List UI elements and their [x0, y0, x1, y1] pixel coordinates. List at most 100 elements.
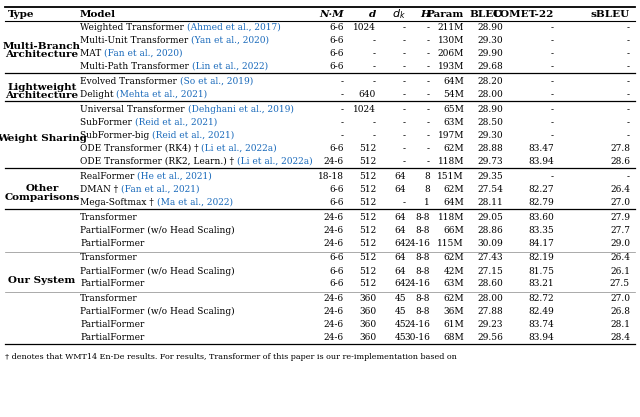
Text: 27.0: 27.0	[610, 294, 630, 303]
Text: Type: Type	[8, 10, 35, 18]
Text: -: -	[427, 23, 430, 32]
Text: 29.0: 29.0	[610, 239, 630, 248]
Text: N·M: N·M	[319, 10, 344, 18]
Text: 42M: 42M	[444, 266, 464, 276]
Text: 64: 64	[394, 213, 406, 222]
Text: 45: 45	[394, 333, 406, 342]
Text: 64M: 64M	[444, 198, 464, 207]
Text: 360: 360	[359, 307, 376, 316]
Text: 64: 64	[394, 185, 406, 194]
Text: 197M: 197M	[438, 131, 464, 140]
Text: 24-6: 24-6	[324, 307, 344, 316]
Text: 24-6: 24-6	[324, 239, 344, 248]
Text: d: d	[369, 10, 376, 18]
Text: -: -	[551, 105, 554, 114]
Text: 360: 360	[359, 333, 376, 342]
Text: -: -	[427, 90, 430, 99]
Text: 24-6: 24-6	[324, 157, 344, 166]
Text: 24-6: 24-6	[324, 320, 344, 329]
Text: Architecture: Architecture	[5, 91, 79, 100]
Text: Mega-Softmax †: Mega-Softmax †	[80, 198, 157, 207]
Text: 64: 64	[394, 239, 406, 248]
Text: -: -	[427, 105, 430, 114]
Text: -: -	[427, 77, 430, 86]
Text: 6-6: 6-6	[330, 49, 344, 58]
Text: Transformer: Transformer	[80, 213, 138, 222]
Text: 83.94: 83.94	[528, 333, 554, 342]
Text: 24-16: 24-16	[404, 320, 430, 329]
Text: 28.86: 28.86	[477, 226, 503, 235]
Text: Universal Transformer: Universal Transformer	[80, 105, 188, 114]
Text: 8: 8	[424, 185, 430, 194]
Text: 360: 360	[359, 294, 376, 303]
Text: 6-6: 6-6	[330, 254, 344, 262]
Text: -: -	[551, 49, 554, 58]
Text: -: -	[551, 131, 554, 140]
Text: 512: 512	[359, 172, 376, 181]
Text: -: -	[341, 118, 344, 127]
Text: -: -	[627, 36, 630, 45]
Text: 130M: 130M	[438, 36, 464, 45]
Text: -: -	[427, 62, 430, 71]
Text: Our System: Our System	[8, 276, 76, 285]
Text: 30.09: 30.09	[477, 239, 503, 248]
Text: -: -	[373, 118, 376, 127]
Text: RealFormer: RealFormer	[80, 172, 137, 181]
Text: 65M: 65M	[443, 105, 464, 114]
Text: 26.1: 26.1	[610, 266, 630, 276]
Text: 29.30: 29.30	[477, 131, 503, 140]
Text: 64: 64	[394, 226, 406, 235]
Text: PartialFormer: PartialFormer	[80, 320, 145, 329]
Text: -: -	[403, 77, 406, 86]
Text: 512: 512	[359, 226, 376, 235]
Text: 64: 64	[394, 172, 406, 181]
Text: -: -	[373, 49, 376, 58]
Text: -: -	[551, 77, 554, 86]
Text: 8-8: 8-8	[415, 307, 430, 316]
Text: Other: Other	[26, 184, 59, 193]
Text: -: -	[627, 172, 630, 181]
Text: 118M: 118M	[438, 213, 464, 222]
Text: (Lin et al., 2022): (Lin et al., 2022)	[192, 62, 268, 71]
Text: H: H	[420, 10, 430, 18]
Text: (Ahmed et al., 2017): (Ahmed et al., 2017)	[187, 23, 280, 32]
Text: 27.5: 27.5	[610, 279, 630, 289]
Text: sBLEU: sBLEU	[591, 10, 630, 18]
Text: 29.56: 29.56	[477, 333, 503, 342]
Text: 83.35: 83.35	[528, 226, 554, 235]
Text: 61M: 61M	[444, 320, 464, 329]
Text: -: -	[627, 90, 630, 99]
Text: 211M: 211M	[438, 23, 464, 32]
Text: -: -	[403, 23, 406, 32]
Text: 28.4: 28.4	[610, 333, 630, 342]
Text: 36M: 36M	[444, 307, 464, 316]
Text: SubFormer: SubFormer	[80, 118, 135, 127]
Text: Comparisons: Comparisons	[4, 193, 79, 201]
Text: -: -	[373, 131, 376, 140]
Text: 151M: 151M	[437, 172, 464, 181]
Text: 64: 64	[394, 266, 406, 276]
Text: 64: 64	[394, 279, 406, 289]
Text: 26.4: 26.4	[610, 185, 630, 194]
Text: (Yan et al., 2020): (Yan et al., 2020)	[191, 36, 269, 45]
Text: -: -	[341, 131, 344, 140]
Text: -: -	[403, 105, 406, 114]
Text: PartialFormer: PartialFormer	[80, 279, 145, 289]
Text: 27.15: 27.15	[477, 266, 503, 276]
Text: Transformer: Transformer	[80, 294, 138, 303]
Text: (Reid et al., 2021): (Reid et al., 2021)	[135, 118, 217, 127]
Text: 28.00: 28.00	[477, 294, 503, 303]
Text: 30-16: 30-16	[404, 333, 430, 342]
Text: 82.79: 82.79	[528, 198, 554, 207]
Text: ODE Transformer (RK4) †: ODE Transformer (RK4) †	[80, 144, 202, 153]
Text: 6-6: 6-6	[330, 279, 344, 289]
Text: PartialFormer (w/o Head Scaling): PartialFormer (w/o Head Scaling)	[80, 226, 235, 235]
Text: -: -	[403, 157, 406, 166]
Text: Multi-Path Transformer: Multi-Path Transformer	[80, 62, 192, 71]
Text: 27.0: 27.0	[610, 198, 630, 207]
Text: 512: 512	[359, 254, 376, 262]
Text: COMET-22: COMET-22	[493, 10, 554, 18]
Text: 66M: 66M	[444, 226, 464, 235]
Text: 193M: 193M	[438, 62, 464, 71]
Text: 512: 512	[359, 213, 376, 222]
